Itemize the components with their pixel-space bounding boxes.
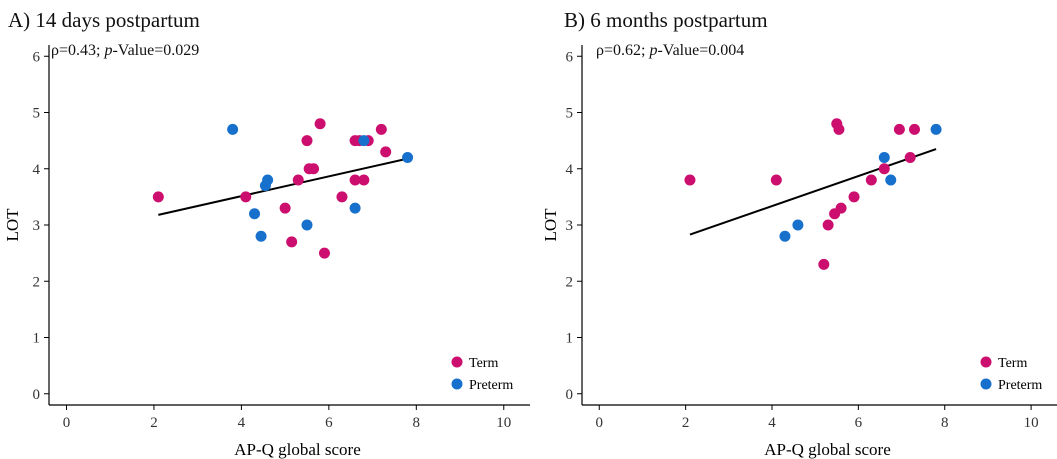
- preterm-point: [301, 219, 313, 231]
- preterm-point: [402, 152, 414, 163]
- preterm-point: [792, 219, 804, 231]
- x-tick-label: 0: [596, 415, 604, 431]
- x-tick-label: 6: [325, 415, 333, 431]
- preterm-point: [930, 123, 942, 135]
- preterm-point: [227, 123, 239, 135]
- x-tick-label: 10: [496, 415, 511, 431]
- scatter-plot: 0 1 2 3 4 5 6 0 2 4 6 8 10 AP-Q global score LOT Term Pr…: [3, 45, 530, 459]
- term-point: [308, 163, 320, 175]
- preterm-point: [885, 174, 897, 186]
- p-italic: p: [104, 42, 113, 59]
- x-tick-label: 6: [855, 415, 863, 431]
- x-tick-label: 2: [150, 415, 158, 431]
- y-tick-label: 2: [33, 274, 41, 290]
- y-tick-label: 0: [33, 387, 41, 403]
- y-tick-label: 4: [33, 162, 41, 178]
- legend-label-term: Term: [998, 356, 1027, 371]
- term-point: [375, 123, 387, 135]
- y-tick-label: 5: [33, 106, 41, 122]
- term-point: [286, 236, 298, 248]
- correlation-stat: ρ=0.43; p-Value=0.029: [51, 42, 199, 60]
- term-point: [848, 191, 860, 203]
- x-axis-label: AP-Q global score: [234, 440, 361, 459]
- rho-text: ρ=0.43;: [51, 42, 101, 59]
- preterm-point: [262, 174, 274, 186]
- preterm-point: [779, 230, 791, 242]
- panel-14-days: A) 14 days postpartum ρ=0.43; p-Value=0.…: [3, 8, 530, 459]
- x-tick-label: 4: [768, 415, 776, 431]
- term-point: [835, 202, 847, 214]
- y-axis-label: LOT: [541, 208, 560, 242]
- y-tick-label: 3: [566, 218, 574, 234]
- preterm-point: [358, 135, 370, 147]
- term-point: [279, 202, 291, 214]
- term-point: [314, 118, 326, 130]
- legend-marker-term: [451, 356, 463, 368]
- y-tick-label: 5: [566, 106, 574, 122]
- x-tick-label: 0: [63, 415, 71, 431]
- y-tick-label: 2: [566, 274, 574, 290]
- regression-line: [689, 148, 937, 236]
- y-tick-label: 6: [33, 49, 41, 65]
- term-point: [818, 258, 830, 270]
- term-point: [380, 146, 392, 158]
- y-tick-label: 1: [566, 331, 574, 347]
- scatter-plot: 0 1 2 3 4 5 6 0 2 4 6 8 10 AP-Q global score LOT Term Pr…: [541, 45, 1057, 459]
- term-point: [865, 174, 877, 186]
- term-point: [904, 152, 916, 163]
- preterm-point: [878, 152, 890, 163]
- legend-label-term: Term: [469, 356, 498, 371]
- preterm-point: [249, 208, 261, 220]
- y-tick-label: 4: [566, 162, 574, 178]
- y-tick-label: 3: [33, 218, 41, 234]
- y-tick-label: 0: [566, 387, 574, 403]
- term-point: [893, 123, 905, 135]
- rho-text: ρ=0.62;: [596, 42, 646, 59]
- term-point: [240, 191, 252, 203]
- x-tick-label: 2: [682, 415, 690, 431]
- p-italic: p: [649, 42, 658, 59]
- preterm-point: [255, 230, 267, 242]
- term-point: [349, 174, 361, 186]
- x-axis-label: AP-Q global score: [764, 440, 891, 459]
- term-point: [336, 191, 348, 203]
- x-tick-label: 8: [413, 415, 421, 431]
- legend-marker-preterm: [451, 378, 463, 390]
- term-point: [152, 191, 164, 203]
- term-point: [878, 163, 890, 175]
- term-point: [833, 123, 845, 135]
- x-tick-label: 8: [941, 415, 949, 431]
- term-point: [909, 123, 920, 135]
- term-point: [292, 174, 304, 186]
- correlation-stat: ρ=0.62; p-Value=0.004: [596, 42, 744, 60]
- x-tick-label: 10: [1024, 415, 1039, 431]
- y-tick-label: 1: [33, 331, 41, 347]
- term-point: [822, 219, 834, 231]
- term-point: [684, 174, 696, 186]
- term-point: [318, 247, 330, 259]
- y-tick-label: 6: [566, 49, 574, 65]
- panel-title: A) 14 days postpartum: [8, 8, 200, 32]
- term-point: [770, 174, 782, 186]
- legend-label-preterm: Preterm: [469, 378, 513, 393]
- legend-marker-preterm: [980, 378, 992, 390]
- p-value-text: -Value=0.004: [657, 42, 745, 59]
- preterm-point: [349, 202, 361, 214]
- panel-title: B) 6 months postpartum: [564, 8, 768, 32]
- legend-marker-term: [980, 356, 992, 368]
- panel-6-months: B) 6 months postpartum ρ=0.62; p-Value=0…: [530, 0, 1057, 459]
- regression-line: [158, 157, 408, 216]
- x-tick-label: 4: [238, 415, 246, 431]
- legend-label-preterm: Preterm: [998, 378, 1042, 393]
- y-axis-label: LOT: [3, 208, 22, 242]
- p-value-text: -Value=0.029: [112, 42, 200, 59]
- term-point: [358, 174, 370, 186]
- term-point: [301, 135, 313, 147]
